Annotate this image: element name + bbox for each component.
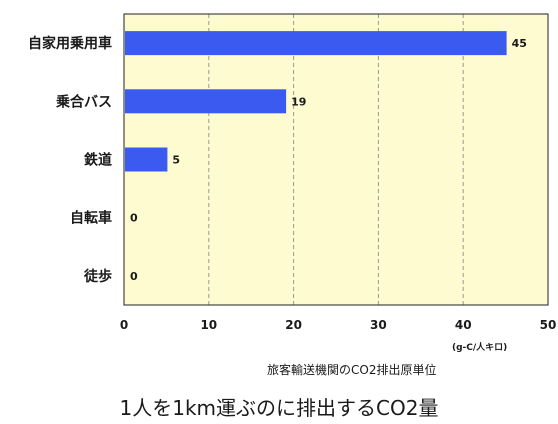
category-label: 鉄道 bbox=[84, 152, 112, 169]
x-tick-label: 40 bbox=[455, 318, 472, 332]
category-label: 自家用乗用車 bbox=[28, 35, 112, 52]
x-tick-label: 30 bbox=[370, 318, 387, 332]
plot-area bbox=[124, 14, 548, 305]
bar bbox=[125, 89, 286, 113]
category-label: 自転車 bbox=[70, 210, 112, 227]
value-label: 0 bbox=[130, 212, 138, 225]
value-label: 0 bbox=[130, 270, 138, 283]
value-label: 5 bbox=[172, 154, 180, 167]
category-label: 乗合バス bbox=[55, 93, 112, 110]
unit-label: (g-C/人キロ) bbox=[452, 340, 507, 353]
chart-title: 1人を1km運ぶのに排出するCO2量 bbox=[0, 392, 558, 421]
value-label: 45 bbox=[512, 37, 527, 50]
x-tick-label: 50 bbox=[540, 318, 557, 332]
x-tick-label: 0 bbox=[120, 318, 128, 332]
chart-subtitle: 旅客輸送機関のCO2排出原単位 bbox=[267, 361, 436, 378]
value-label: 19 bbox=[291, 95, 306, 108]
x-tick-label: 10 bbox=[200, 318, 217, 332]
x-tick-label: 20 bbox=[285, 318, 302, 332]
bar bbox=[125, 148, 167, 172]
category-label: 徒歩 bbox=[83, 268, 112, 285]
bar bbox=[125, 31, 507, 55]
